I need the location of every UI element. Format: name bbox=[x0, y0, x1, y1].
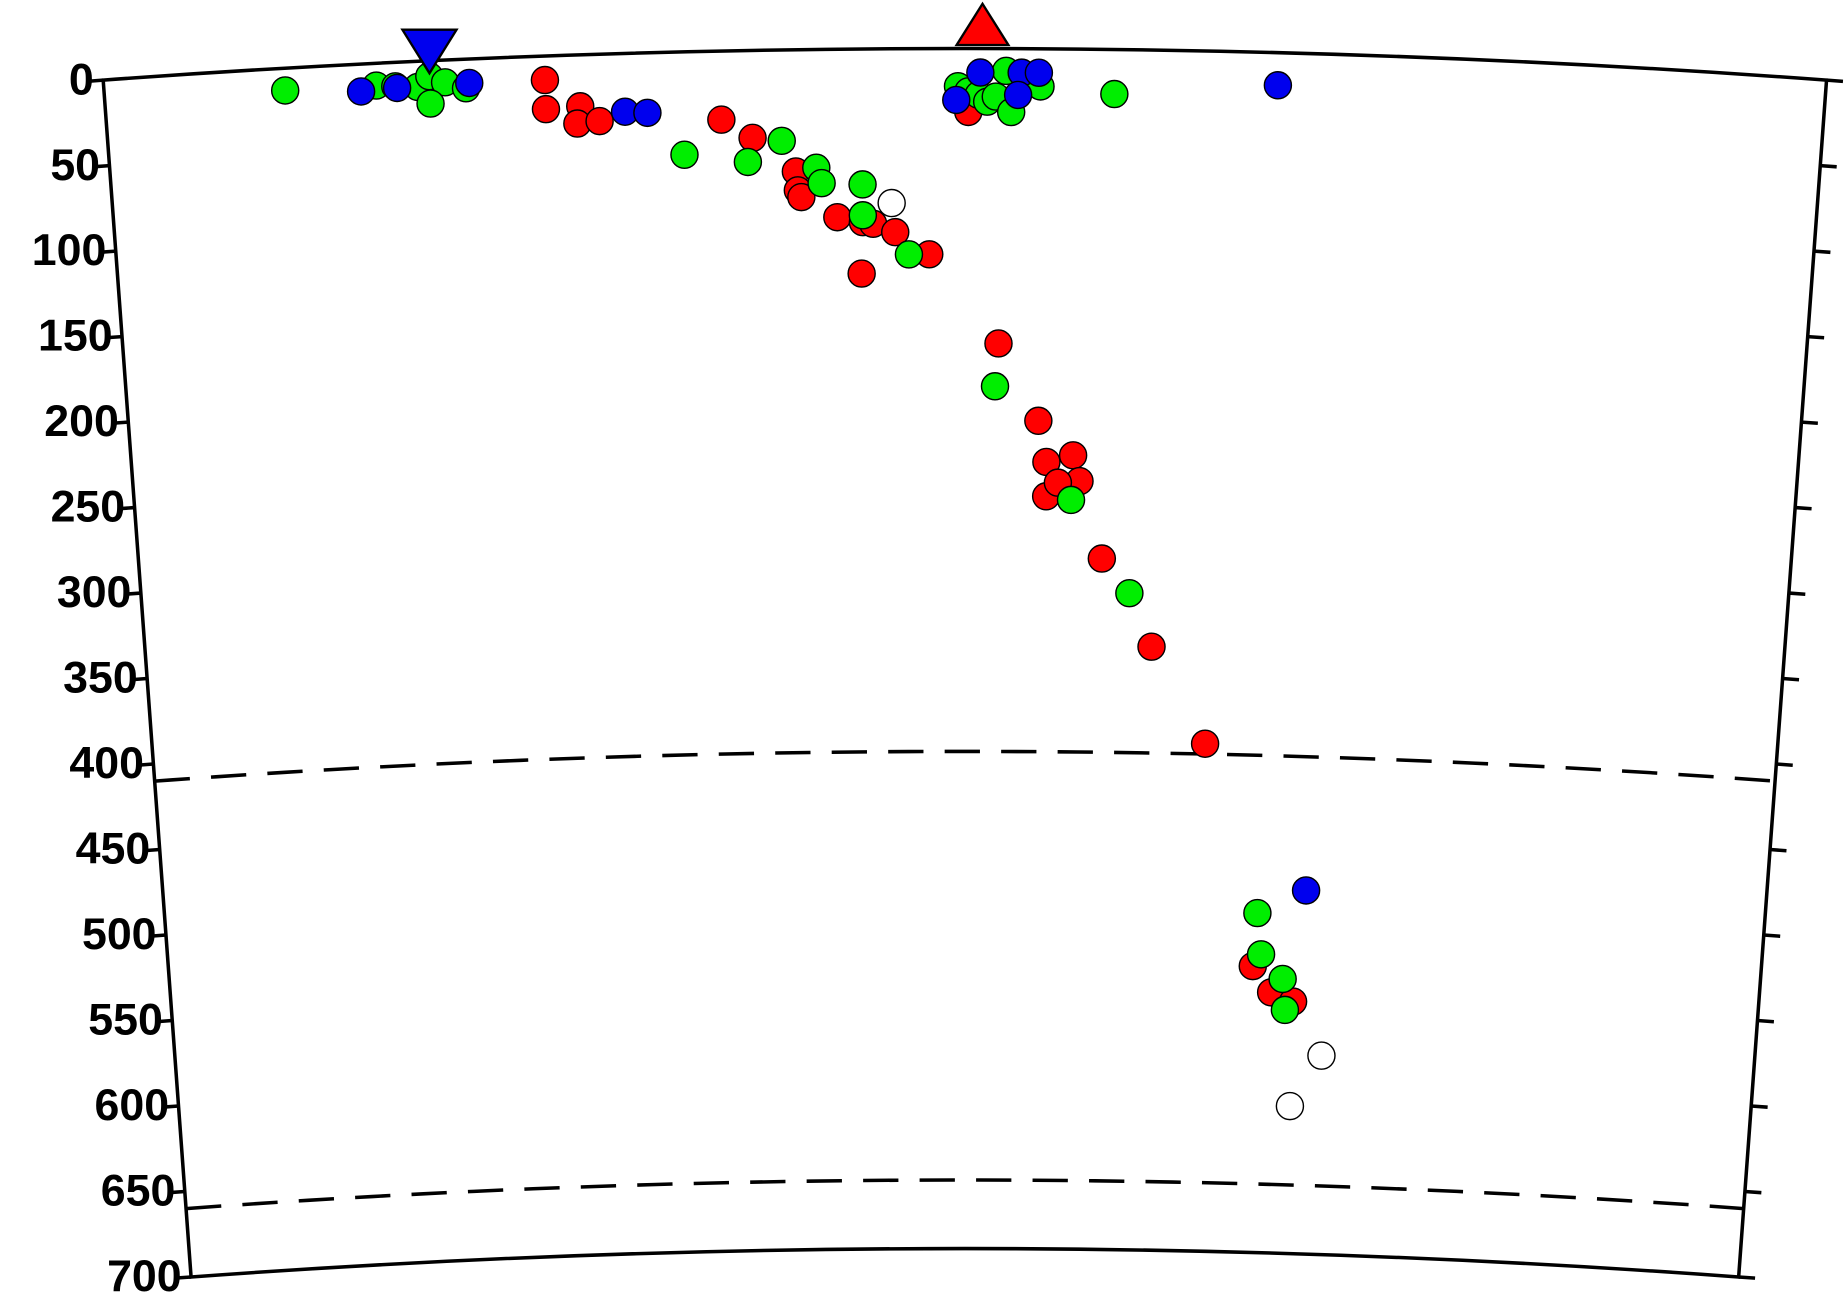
y-tick-label: 650 bbox=[101, 1167, 176, 1216]
event-point bbox=[1190, 729, 1220, 758]
y-tick bbox=[1751, 1104, 1768, 1109]
event-point bbox=[1024, 406, 1053, 436]
y-tick bbox=[155, 1018, 173, 1024]
y-tick bbox=[1769, 847, 1787, 853]
volcano-marker bbox=[954, 1, 1011, 47]
y-tick-label: 350 bbox=[63, 654, 138, 703]
event-point bbox=[942, 85, 971, 115]
y-tick-label: 0 bbox=[69, 55, 94, 104]
event-point bbox=[1246, 940, 1276, 969]
event-point bbox=[1291, 876, 1321, 905]
event-point bbox=[1115, 578, 1144, 608]
y-tick bbox=[1782, 676, 1800, 682]
y-tick bbox=[149, 933, 167, 938]
y-tick bbox=[1801, 420, 1818, 426]
event-point bbox=[531, 94, 561, 124]
event-point bbox=[1087, 544, 1117, 573]
event-point bbox=[1307, 1041, 1336, 1070]
event-point bbox=[848, 170, 877, 199]
y-tick bbox=[168, 1189, 185, 1195]
event-point bbox=[848, 201, 878, 230]
y-tick bbox=[1776, 762, 1793, 767]
y-tick bbox=[136, 762, 154, 767]
event-point bbox=[382, 73, 412, 103]
y-tick bbox=[105, 334, 123, 340]
y-tick-label: 250 bbox=[51, 483, 126, 532]
event-point bbox=[738, 123, 767, 153]
discontinuity-line bbox=[185, 1178, 1744, 1211]
y-tick bbox=[1795, 505, 1812, 511]
y-tick-label: 600 bbox=[95, 1081, 170, 1130]
y-tick-label: 550 bbox=[88, 996, 163, 1045]
y-tick bbox=[118, 505, 135, 511]
event-point bbox=[1270, 995, 1300, 1025]
y-tick bbox=[86, 78, 104, 84]
event-point bbox=[707, 105, 736, 134]
event-point bbox=[1058, 441, 1088, 470]
event-point bbox=[877, 188, 906, 218]
event-point bbox=[807, 168, 836, 198]
event-point bbox=[633, 98, 662, 128]
y-tick bbox=[161, 1104, 179, 1109]
y-tick bbox=[143, 847, 160, 853]
y-tick bbox=[1807, 334, 1825, 340]
event-point bbox=[1100, 79, 1129, 109]
event-point bbox=[1275, 1091, 1305, 1121]
y-tick-label: 200 bbox=[44, 397, 119, 446]
event-point bbox=[1243, 898, 1272, 928]
event-point bbox=[530, 65, 560, 95]
y-tick-label: 150 bbox=[38, 312, 113, 361]
event-point bbox=[1024, 58, 1054, 87]
event-point bbox=[733, 147, 763, 177]
y-tick bbox=[92, 163, 110, 169]
y-tick bbox=[1744, 1189, 1762, 1195]
y-tick bbox=[124, 591, 141, 597]
y-tick bbox=[1820, 163, 1837, 169]
event-point bbox=[966, 58, 995, 87]
y-tick-label: 400 bbox=[69, 739, 144, 788]
event-point bbox=[670, 140, 699, 169]
y-tick-label: 500 bbox=[82, 910, 157, 959]
event-point bbox=[823, 202, 852, 232]
event-point bbox=[455, 68, 484, 98]
event-point bbox=[416, 89, 445, 118]
event-point bbox=[881, 217, 910, 247]
y-tick bbox=[1826, 78, 1844, 84]
event-point bbox=[1137, 632, 1166, 661]
frame bbox=[101, 46, 1829, 1279]
event-point bbox=[894, 240, 924, 269]
event-point bbox=[1003, 80, 1033, 110]
y-tick bbox=[1788, 591, 1806, 597]
y-tick bbox=[1813, 249, 1831, 255]
y-tick bbox=[1757, 1018, 1775, 1024]
y-tick-label: 450 bbox=[76, 825, 151, 874]
y-tick bbox=[99, 249, 116, 255]
y-tick-label: 700 bbox=[107, 1252, 182, 1301]
y-tick bbox=[1738, 1275, 1756, 1280]
event-point bbox=[984, 329, 1013, 358]
y-tick-label: 50 bbox=[50, 141, 100, 190]
event-point bbox=[270, 76, 300, 105]
y-tick bbox=[174, 1275, 192, 1280]
discontinuity-line bbox=[154, 749, 1776, 783]
event-point bbox=[767, 126, 796, 156]
event-point bbox=[980, 372, 1010, 401]
y-tick-label: 300 bbox=[57, 568, 132, 617]
station-marker bbox=[400, 28, 459, 76]
event-point bbox=[847, 259, 876, 288]
y-tick bbox=[111, 420, 129, 426]
y-tick bbox=[1763, 933, 1781, 938]
event-point bbox=[1056, 485, 1086, 515]
event-point bbox=[346, 77, 376, 106]
event-point bbox=[787, 182, 816, 212]
event-point bbox=[1263, 71, 1293, 100]
y-tick-label: 100 bbox=[32, 226, 107, 275]
event-point bbox=[1268, 964, 1297, 994]
event-point bbox=[585, 106, 614, 136]
y-tick bbox=[130, 676, 148, 682]
